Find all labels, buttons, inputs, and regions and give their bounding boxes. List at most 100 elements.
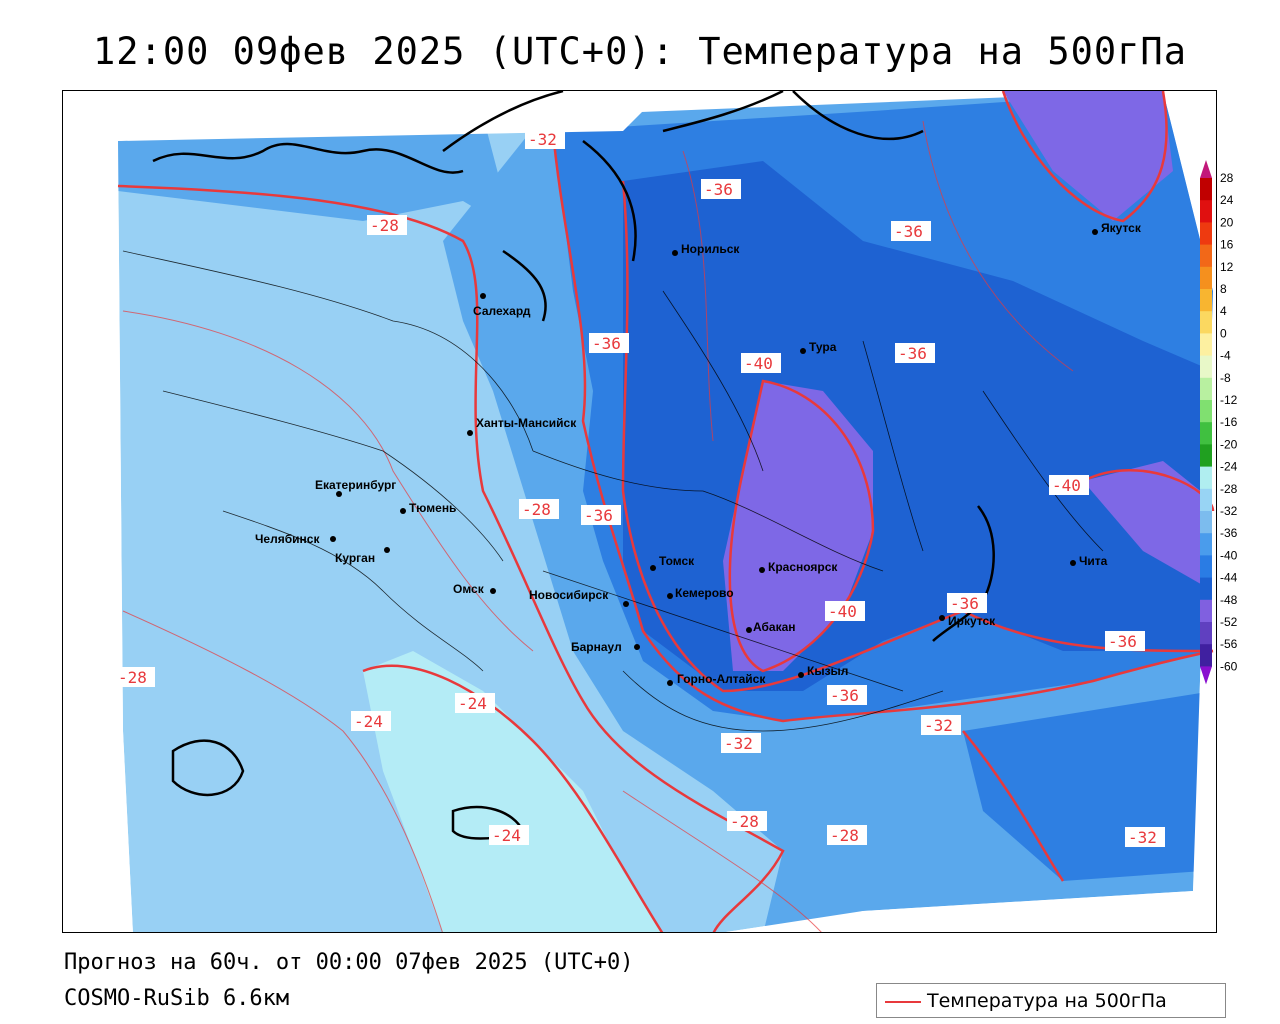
city-tura: Тура — [800, 340, 837, 354]
svg-text:-36: -36 — [830, 686, 859, 705]
city-kemerovo: Кемерово — [667, 586, 734, 600]
city-khanty-mansiysk: Ханты-Мансийск — [467, 416, 577, 436]
colorbar-tick-label: -8 — [1220, 371, 1231, 385]
svg-text:Челябинск: Челябинск — [255, 532, 320, 546]
colorbar-tick-label: -36 — [1220, 526, 1238, 540]
contour-label: -36 — [581, 505, 621, 525]
contour-label: -36 — [827, 685, 867, 705]
colorbar-segment — [1200, 289, 1212, 312]
colorbar-segment — [1200, 533, 1212, 556]
map-title: 12:00 09фев 2025 (UTC+0): Температура на… — [93, 30, 1187, 73]
svg-text:Ханты-Мансийск: Ханты-Мансийск — [476, 416, 577, 430]
contour-label: -32 — [1125, 827, 1165, 847]
colorbar-segment — [1200, 355, 1212, 379]
colorbar-tick-label: -16 — [1220, 415, 1238, 429]
colorbar-segment — [1200, 577, 1212, 601]
svg-text:-36: -36 — [704, 180, 733, 199]
svg-text:-40: -40 — [1052, 476, 1081, 495]
contour-label: -28 — [367, 215, 407, 235]
contour-label: -36 — [895, 343, 935, 363]
colorbar-tick-label: 8 — [1220, 282, 1227, 296]
city-krasnoyarsk: Красноярск — [759, 560, 838, 574]
svg-text:Красноярск: Красноярск — [768, 560, 838, 574]
svg-text:Томск: Томск — [659, 554, 695, 568]
colorbar-tick-label: -60 — [1220, 659, 1238, 673]
city-ekaterinburg: Екатеринбург — [315, 478, 396, 497]
zone-minus-24 — [363, 651, 662, 932]
svg-text:Тура: Тура — [809, 340, 837, 354]
svg-text:Кызыл: Кызыл — [807, 664, 848, 678]
svg-text:Кемерово: Кемерово — [675, 586, 734, 600]
colorbar-tick-label: -48 — [1220, 593, 1238, 607]
colorbar-tick-label: 20 — [1220, 215, 1234, 229]
svg-text:-28: -28 — [522, 500, 551, 519]
colorbar-segment — [1200, 622, 1212, 645]
contour-label: -28 — [115, 667, 155, 687]
svg-text:-32: -32 — [924, 716, 953, 735]
colorbar-segment — [1200, 178, 1212, 201]
legend: Температура на 500гПа — [876, 983, 1226, 1018]
contour-label: -24 — [351, 711, 391, 731]
svg-text:-36: -36 — [592, 334, 621, 353]
colorbar-segment — [1200, 333, 1212, 357]
city-chelyabinsk: Челябинск — [255, 532, 336, 546]
svg-text:Чита: Чита — [1079, 554, 1108, 568]
colorbar-tick-label: 4 — [1220, 304, 1227, 318]
legend-line-swatch — [885, 1001, 921, 1003]
zone-minus-44-center — [723, 381, 873, 671]
model-name: COSMO-RuSib 6.6км — [64, 986, 290, 1011]
contour-label: -28 — [519, 499, 559, 519]
svg-text:Якутск: Якутск — [1101, 221, 1142, 235]
colorbar-tick-label: -56 — [1220, 637, 1238, 651]
city-norilsk: Норильск — [672, 242, 740, 256]
zone-minus-44-ne — [1003, 91, 1173, 221]
svg-text:-32: -32 — [724, 734, 753, 753]
contour-label: -24 — [489, 825, 529, 845]
svg-text:Салехард: Салехард — [473, 304, 531, 318]
city-kyzyl: Кызыл — [798, 664, 848, 678]
svg-text:Екатеринбург: Екатеринбург — [315, 478, 396, 492]
city-gorno-altaysk: Горно-Алтайск — [667, 672, 766, 686]
city-novosibirsk: Новосибирск — [529, 588, 629, 607]
colorbar-segment — [1200, 400, 1212, 423]
colorbar-tick-label: 28 — [1220, 171, 1234, 185]
colorbar-tick-label: 16 — [1220, 238, 1234, 252]
zone-minus-44-e — [1083, 461, 1213, 591]
svg-text:-36: -36 — [1108, 632, 1137, 651]
svg-text:-28: -28 — [830, 826, 859, 845]
contour-label: -36 — [891, 221, 931, 241]
colorbar-segment — [1200, 511, 1212, 534]
city-yakutsk: Якутск — [1092, 221, 1142, 235]
zone-minus-32 — [118, 116, 513, 231]
colorbar-segment — [1200, 555, 1212, 579]
svg-text:-36: -36 — [584, 506, 613, 525]
map-frame[interactable]: Салехард Норильск Тура Якутск Ханты-Манс… — [62, 90, 1217, 933]
svg-text:Новосибирск: Новосибирск — [529, 588, 609, 602]
svg-text:-24: -24 — [354, 712, 383, 731]
colorbar-segment — [1200, 200, 1212, 223]
contour-label: -36 — [1105, 631, 1145, 651]
colorbar-tick-label: 0 — [1220, 326, 1227, 340]
svg-text:Абакан: Абакан — [753, 620, 796, 634]
contour-label: -40 — [741, 353, 781, 373]
svg-text:-36: -36 — [950, 594, 979, 613]
colorbar-top-arrow — [1200, 160, 1212, 178]
city-omsk: Омск — [453, 582, 496, 596]
svg-text:Тюмень: Тюмень — [409, 501, 456, 515]
city-irkutsk: Иркутск — [939, 614, 996, 628]
contour-label: -32 — [921, 715, 961, 735]
city-kurgan: Курган — [335, 547, 390, 565]
colorbar-segment — [1200, 266, 1212, 290]
contour-label: -40 — [825, 601, 865, 621]
contour-label: -32 — [721, 733, 761, 753]
svg-text:-28: -28 — [118, 668, 147, 687]
colorbar-segment — [1200, 466, 1212, 490]
colorbar-tick-label: -52 — [1220, 615, 1238, 629]
temperature-map[interactable]: Салехард Норильск Тура Якутск Ханты-Манс… — [63, 91, 1217, 933]
colorbar-segment — [1200, 311, 1212, 334]
svg-text:Барнаул: Барнаул — [571, 640, 622, 654]
svg-text:-32: -32 — [1128, 828, 1157, 847]
svg-text:-28: -28 — [370, 216, 399, 235]
svg-text:-40: -40 — [744, 354, 773, 373]
svg-text:-24: -24 — [458, 694, 487, 713]
